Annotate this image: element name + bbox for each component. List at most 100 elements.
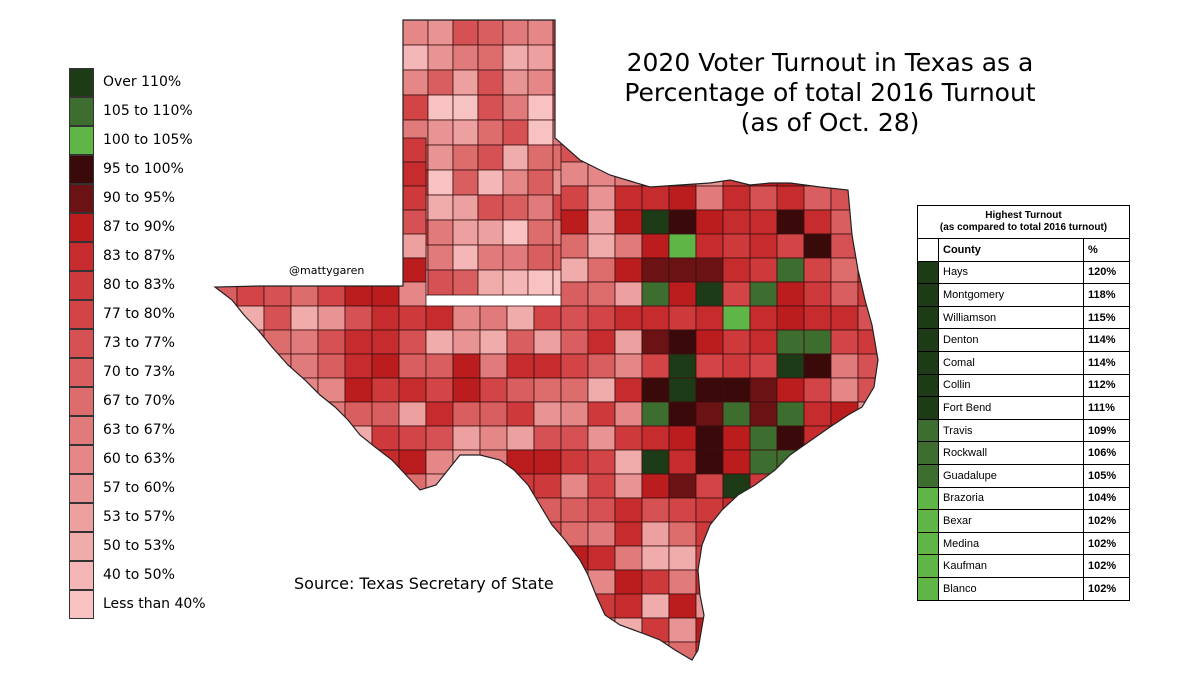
county-pct: 120% [1083,260,1130,285]
county [236,185,265,211]
county [776,377,805,403]
table-row: Brazoria 104% [917,486,1130,511]
county [344,185,373,211]
county [885,570,890,594]
county [668,353,697,379]
county [560,257,589,283]
county [776,497,805,523]
county [722,281,751,307]
county [641,353,670,379]
county-pct: 102% [1083,554,1130,578]
county [749,185,778,211]
county [614,329,643,355]
row-swatch [917,260,939,285]
county [533,641,562,660]
county [263,545,292,571]
county [477,94,504,121]
county [371,617,400,643]
county [614,401,643,427]
county [215,353,238,379]
county [477,20,504,46]
county [641,425,670,451]
county [560,449,589,475]
county [857,545,878,571]
county [506,425,535,451]
county [722,137,751,163]
county [371,257,400,283]
county [722,497,751,523]
county [263,641,292,660]
county [560,617,589,643]
county [317,593,346,619]
county [344,353,373,379]
county [587,449,616,475]
county [398,641,427,660]
county [857,185,878,211]
county [479,473,508,499]
legend-label: 100 to 105% [103,132,193,148]
county [830,161,859,187]
county-name: Brazoria [938,486,1084,511]
county [552,94,579,121]
legend-swatch [69,561,94,590]
county [749,449,778,475]
county [506,377,535,403]
county [587,497,616,523]
county [587,137,616,163]
legend-label: Over 110% [103,74,182,90]
row-swatch [917,350,939,375]
county [477,244,504,271]
legend-swatch [69,300,94,329]
county [344,209,373,235]
county [695,449,724,475]
table-row: Collin 112% [917,373,1130,398]
texas-county-map [213,19,890,661]
county [452,219,479,246]
county [885,162,890,186]
county [560,161,589,187]
county [317,377,346,403]
county [695,353,724,379]
county [749,233,778,259]
county [857,569,878,595]
county [641,137,670,163]
table-row: Williamson 115% [917,305,1130,330]
county [614,233,643,259]
county [502,194,529,221]
county [614,161,643,187]
county [857,425,878,451]
county [317,401,346,427]
county [263,521,292,547]
county [857,641,878,660]
legend-label: 40 to 50% [103,567,175,583]
county [533,377,562,403]
legend-swatch [69,68,94,97]
row-swatch [917,418,939,443]
county [533,329,562,355]
county [776,449,805,475]
table-caption: Highest Turnout (as compared to total 20… [917,205,1130,239]
county [776,641,805,660]
county [885,234,890,258]
county [290,209,319,235]
row-swatch [917,305,939,330]
county [344,425,373,451]
county [560,569,589,595]
county [398,305,427,331]
county [398,449,427,475]
county [317,425,346,451]
county [830,617,859,643]
county-pct: 115% [1083,305,1130,330]
county [452,353,481,379]
county [527,44,554,71]
county [614,305,643,331]
county [641,497,670,523]
county [502,219,529,246]
legend-swatch [69,242,94,271]
county [560,377,589,403]
county [236,161,265,187]
county-name: Blanco [938,576,1084,601]
county [614,545,643,571]
county [215,401,238,427]
title-line-1: 2020 Voter Turnout in Texas as a [626,48,1034,77]
